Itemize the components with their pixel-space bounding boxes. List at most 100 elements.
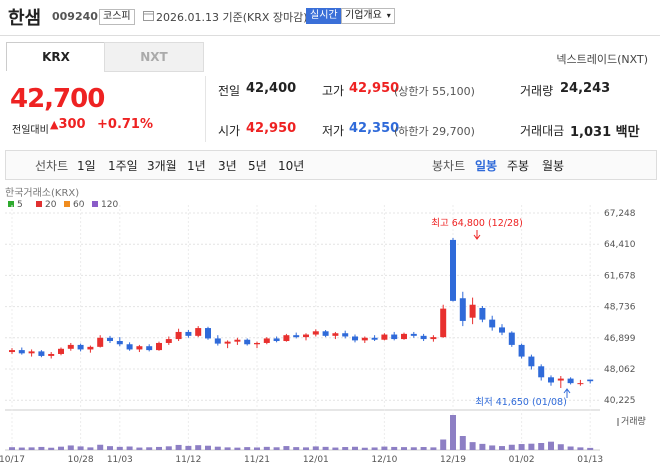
volume-bar [459, 436, 466, 450]
nxt-link[interactable]: 넥스트레이드(NXT) [556, 53, 648, 66]
volume-bar [567, 446, 574, 450]
period-tab[interactable]: 10년 [278, 159, 305, 173]
volume-bar [371, 447, 378, 450]
volume-bar [107, 446, 113, 450]
x-tick-label: 10/17 [0, 455, 25, 465]
period-tab[interactable]: 1일 [77, 159, 96, 173]
stat-label: 고가 [322, 84, 345, 98]
candle-body [77, 344, 84, 350]
volume-bar [391, 446, 398, 450]
low-annotation: 최저 41,650 (01/08) [475, 397, 567, 408]
period-tab[interactable]: 1년 [187, 159, 206, 173]
period-tab[interactable]: 월봉 [542, 159, 565, 173]
candle-body [342, 333, 349, 337]
candle-body [430, 337, 437, 340]
volume-bar [538, 443, 545, 450]
company-label: 기업개요 [345, 10, 382, 21]
candle-body [479, 307, 486, 320]
period-tab[interactable]: 주봉 [507, 159, 530, 173]
volume-bar [528, 443, 535, 450]
company-button[interactable]: 기업개요 ▾ [341, 8, 395, 24]
period-tab[interactable]: 일봉 [475, 159, 498, 173]
volume-bar [116, 446, 123, 450]
change-rate: +0.71% [97, 117, 153, 132]
stat-label: 거래량 [520, 84, 554, 98]
stat-extra: (상한가 55,100) [394, 85, 475, 98]
realtime-badge[interactable]: 실시간 [306, 8, 342, 24]
period-tab[interactable]: 5년 [248, 159, 267, 173]
legend-label: 120 [101, 200, 118, 210]
volume-bar [205, 445, 211, 450]
y-tick-label: 48,736 [604, 303, 636, 313]
legend-swatch [64, 201, 70, 207]
x-tick-label: 12/19 [440, 455, 466, 465]
stat-value: 1,031 백만 [570, 125, 640, 140]
volume-bar [293, 447, 300, 450]
candle-body [381, 334, 388, 340]
volume-bar [136, 447, 143, 450]
volume-bar [489, 445, 496, 450]
y-tick-label: 61,678 [604, 271, 636, 281]
tab-krx[interactable]: KRX [6, 42, 106, 71]
candle-body [146, 346, 153, 351]
candle-body [538, 366, 545, 378]
candle-body [28, 351, 35, 354]
volume-bar [195, 445, 202, 450]
period-tab[interactable]: 3개월 [147, 159, 177, 173]
volume-bar [322, 446, 329, 450]
volume-bar [361, 447, 368, 450]
x-tick-label: 12/10 [371, 455, 397, 465]
candle-body [312, 331, 319, 335]
volume-bar [508, 444, 515, 450]
candle-body [557, 378, 564, 381]
stat-value: 42,950 [246, 121, 297, 136]
candle-body [548, 377, 554, 383]
candle-body [107, 337, 113, 342]
volume-bar [410, 447, 417, 450]
candle-body [410, 333, 417, 336]
x-tick-label: 01/02 [509, 455, 535, 465]
legend-label: 60 [73, 200, 85, 210]
stat-value: 24,243 [560, 81, 611, 96]
candle-body [577, 383, 584, 385]
candle-body [420, 335, 427, 340]
current-price: 42,700 [10, 84, 105, 114]
calendar-icon [143, 11, 154, 21]
volume-bar [165, 446, 172, 450]
period-bar [5, 150, 657, 180]
volume-bar [450, 415, 456, 450]
volume-bar [67, 445, 74, 450]
volume-bar [214, 446, 221, 450]
x-tick-label: 12/01 [303, 455, 329, 465]
tab-nxt[interactable]: NXT [104, 42, 204, 72]
chart: 한국거래소(KRX) 거래량 67,248 64,410 61,678 48,736 4… [0, 187, 646, 465]
legend-swatch [92, 201, 98, 207]
low-arrow [563, 388, 571, 398]
candle-body [116, 341, 123, 345]
volume-bar [175, 444, 182, 450]
period-tab: 선차트 [35, 159, 69, 173]
volume-bar [9, 447, 15, 450]
period-tab[interactable]: 1주일 [108, 159, 138, 173]
volume-bar [48, 447, 55, 450]
volume-bar [58, 446, 64, 450]
stock-code: 009240 [52, 10, 98, 23]
candle-body [518, 344, 525, 357]
candle-body [97, 337, 104, 347]
x-tick-label: 11/21 [244, 455, 270, 465]
period-tab[interactable]: 3년 [218, 159, 237, 173]
volume-bar [577, 447, 584, 450]
date: 2026.01.13 기준(KRX 장마감) [156, 11, 308, 24]
candle-body [401, 333, 407, 340]
candle-body [58, 348, 64, 354]
candle-body [469, 304, 476, 318]
period-tab: 봉차트 [432, 159, 466, 173]
volume-bar [440, 439, 447, 450]
legend-label: 5 [17, 200, 23, 210]
volume-bar [146, 447, 153, 450]
volume-bar [430, 447, 437, 450]
volume-bar [352, 446, 358, 450]
candle-body [391, 334, 398, 340]
volume-bar [224, 447, 231, 450]
candle-body [185, 331, 192, 336]
